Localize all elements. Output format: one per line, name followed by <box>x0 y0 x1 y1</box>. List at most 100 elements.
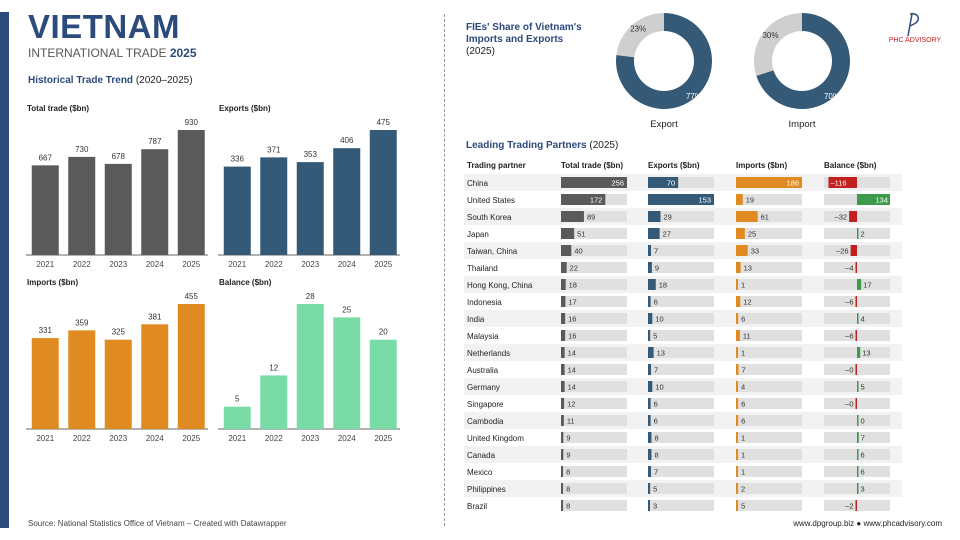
exports-bar <box>648 415 651 426</box>
bar-track <box>648 262 714 273</box>
total-bar <box>561 279 566 290</box>
x-tick-label: 2025 <box>374 434 392 443</box>
cell-value: 14 <box>568 383 576 392</box>
bar <box>68 156 96 255</box>
imports-bar <box>736 415 739 426</box>
data-label: 359 <box>75 318 89 327</box>
exports-bar <box>648 500 650 511</box>
imports-bar <box>736 500 738 511</box>
cell-value: 8 <box>566 485 570 494</box>
total-bar <box>561 364 565 375</box>
center-label: Foreign <box>786 45 819 55</box>
exports-bar <box>648 466 652 477</box>
imports-bar <box>736 194 743 205</box>
partners-year: (2025) <box>589 140 619 151</box>
data-label: 475 <box>377 118 391 127</box>
bar-track <box>736 500 802 511</box>
cell-value: 12 <box>743 298 751 307</box>
balance-bar <box>857 483 859 494</box>
trend-range: (2020–2025) <box>135 75 193 86</box>
total-bar <box>561 245 572 256</box>
column-header: Imports ($bn) <box>736 161 787 170</box>
cell-value: 27 <box>663 230 671 239</box>
balance-bar <box>857 279 862 290</box>
slice-label: 30% <box>762 31 778 40</box>
cell-value: 1 <box>741 434 745 443</box>
exports-bar <box>648 177 679 188</box>
cell-value: 19 <box>746 196 754 205</box>
balance-value: 0 <box>861 417 865 426</box>
cell-value: 12 <box>567 400 575 409</box>
balance-value: –0 <box>845 400 853 409</box>
x-tick-label: 2022 <box>265 260 283 269</box>
data-label: 455 <box>185 292 199 301</box>
cell-value: 4 <box>741 383 745 392</box>
bar-track <box>648 245 714 256</box>
bar-track <box>736 211 802 222</box>
column-header: Exports ($bn) <box>648 161 700 170</box>
bar-track <box>736 262 802 273</box>
balance-chart: Balance ($bn) 5 2021 12 2022 28 2023 25 2024 20 20… <box>218 278 400 443</box>
balance-bar <box>855 398 857 409</box>
balance-bar <box>857 381 859 392</box>
cell-value: 6 <box>654 298 658 307</box>
bar <box>369 339 397 429</box>
column-header: Balance ($bn) <box>824 161 877 170</box>
bar-track <box>736 279 802 290</box>
imports-bar <box>736 432 738 443</box>
x-tick-label: 2024 <box>146 260 164 269</box>
bar-track <box>561 500 627 511</box>
balance-bar <box>855 262 857 273</box>
bar-track <box>561 347 627 358</box>
cell-value: 186 <box>786 179 799 188</box>
imports-bar <box>736 449 738 460</box>
slice-label: 23% <box>630 25 646 34</box>
imports-bar <box>736 262 741 273</box>
exports-bar <box>648 364 652 375</box>
balance-value: –32 <box>835 213 848 222</box>
center-label: invested: <box>644 56 684 66</box>
bar-track <box>736 330 802 341</box>
x-tick-label: 2025 <box>182 434 200 443</box>
partner-name: Canada <box>467 451 496 460</box>
bar <box>31 338 59 429</box>
partner-name: India <box>467 315 485 324</box>
partner-name: Netherlands <box>467 349 510 358</box>
bar-track <box>736 483 802 494</box>
exports-bar <box>648 262 652 273</box>
cell-value: 1 <box>741 451 745 460</box>
partners-title: Leading Trading Partners <box>466 140 587 151</box>
bar-track <box>648 466 714 477</box>
x-tick-label: 2024 <box>338 260 356 269</box>
bar <box>260 375 288 429</box>
balance-bar <box>850 245 857 256</box>
bar-track <box>561 296 627 307</box>
cell-value: 18 <box>569 281 577 290</box>
cell-value: 6 <box>741 400 745 409</box>
bar-track <box>648 432 714 443</box>
cell-value: 33 <box>751 247 759 256</box>
balance-value: 134 <box>875 196 888 205</box>
data-label: 730 <box>75 145 89 154</box>
cell-value: 8 <box>654 451 658 460</box>
bar-track <box>561 262 627 273</box>
bar <box>177 130 205 255</box>
bar <box>177 304 205 429</box>
cell-value: 172 <box>590 196 603 205</box>
imports-bar <box>736 364 739 375</box>
data-label: 930 <box>185 118 199 127</box>
x-tick-label: 2021 <box>36 260 54 269</box>
balance-value: –26 <box>836 247 849 256</box>
bar-track <box>561 364 627 375</box>
balance-value: –4 <box>845 264 853 273</box>
data-label: 787 <box>148 137 162 146</box>
balance-bar <box>857 194 890 205</box>
total-bar <box>561 262 567 273</box>
total-bar <box>561 296 566 307</box>
center-label: Foreign <box>648 45 681 55</box>
partner-name: Hong Kong, China <box>467 281 533 290</box>
imports-chart: Imports ($bn) 331 2021 359 2022 325 2023 381 202… <box>26 278 208 443</box>
chart-title: Balance ($bn) <box>219 278 272 287</box>
cell-value: 5 <box>653 485 657 494</box>
total-bar <box>561 500 564 511</box>
